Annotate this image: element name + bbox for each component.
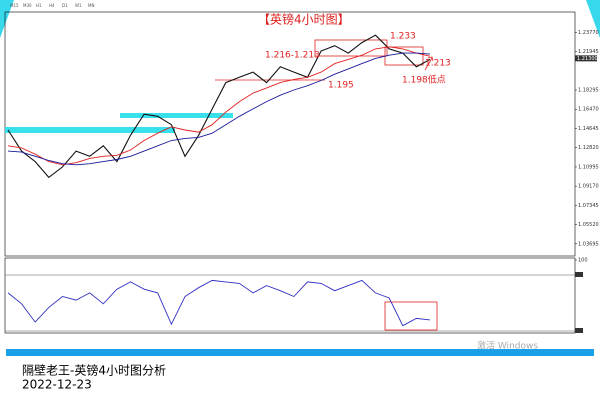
- timeframe-tab[interactable]: MN: [88, 3, 94, 8]
- timeframe-tab[interactable]: D1: [62, 3, 68, 8]
- level-box: [575, 272, 583, 277]
- y-tick-label: 1.12820: [578, 145, 599, 151]
- chart-title: 【英镑4小时图】: [258, 12, 350, 27]
- y-tick-label: 1.03695: [578, 241, 599, 247]
- footer-title: 隔壁老王-英镑4小时图分析: [22, 363, 166, 378]
- timeframe-tab[interactable]: H1: [36, 3, 42, 8]
- y-tick-label: 1.14645: [578, 126, 599, 132]
- range-box: [314, 39, 388, 57]
- timeframe-tab[interactable]: M30: [23, 3, 32, 8]
- level-box: [575, 328, 583, 333]
- y-tick-label: 100: [578, 258, 588, 264]
- support-band: [120, 113, 233, 118]
- price-label: 1.21300: [577, 56, 598, 62]
- main-panel: [4, 11, 576, 257]
- y-tick-label: 1.18295: [578, 88, 599, 94]
- price-marker: [575, 55, 597, 62]
- series-line: [7, 46, 431, 166]
- footer-date: 2022-12-23: [22, 378, 92, 392]
- annotation: 1.198低点: [402, 74, 446, 86]
- bottom-bar: [6, 349, 594, 356]
- y-tick-label: 1.05520: [578, 222, 599, 228]
- y-tick-label: 1.23770: [578, 30, 599, 36]
- annotation: 1.216-1.213: [265, 51, 320, 61]
- watermark: 激活 Windows: [477, 340, 538, 352]
- series-line: [7, 34, 431, 179]
- y-tick-label: 1.21945: [578, 49, 599, 55]
- annotation: 1.195: [328, 81, 354, 91]
- series-line: [7, 279, 431, 327]
- y-tick-label: 1.16470: [578, 107, 599, 113]
- y-tick-label: 1.10995: [578, 164, 599, 170]
- support-band: [5, 127, 175, 133]
- timeframe-tab[interactable]: H4: [49, 3, 55, 8]
- corner-decoration: [586, 0, 600, 38]
- arrow: [424, 56, 434, 71]
- timeframe-tab[interactable]: W1: [75, 3, 82, 8]
- range-box: [384, 301, 438, 331]
- annotation: 1.213: [425, 59, 451, 69]
- corner-decoration: [0, 0, 14, 38]
- y-tick-label: 1.07345: [578, 203, 599, 209]
- timeframe-tab[interactable]: M15: [10, 3, 19, 8]
- y-tick-label: 1.09170: [578, 184, 599, 190]
- series-line: [7, 52, 431, 166]
- annotation: 1.233: [390, 32, 416, 42]
- indicator-panel: [4, 257, 576, 334]
